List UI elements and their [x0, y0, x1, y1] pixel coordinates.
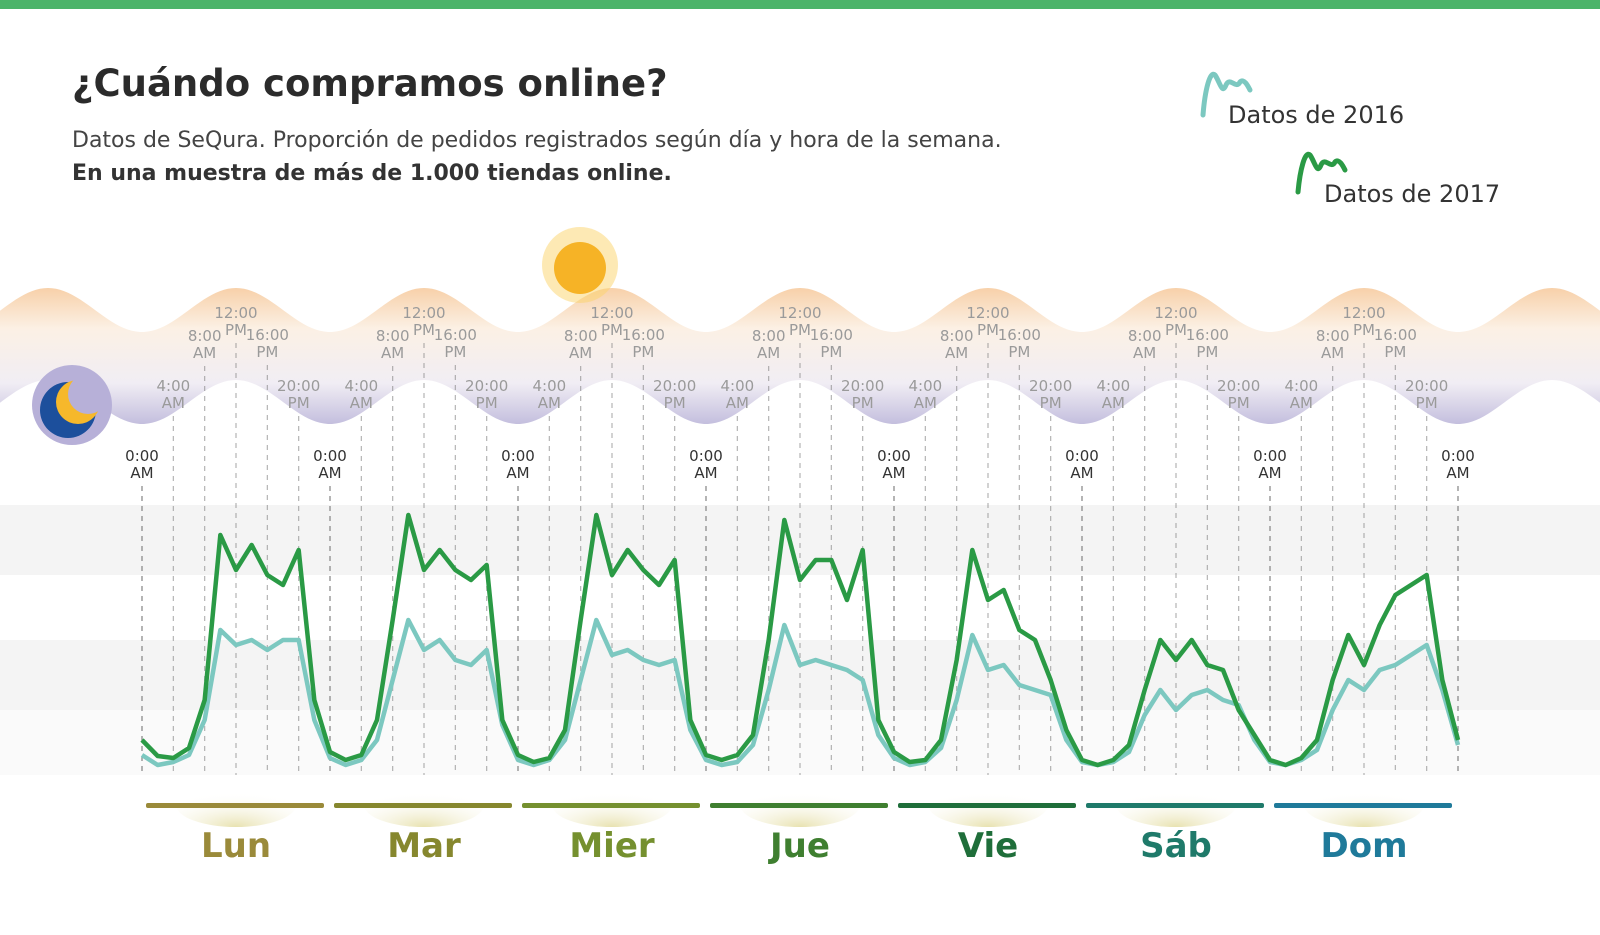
- x-tick-label: 4:00 AM: [156, 377, 191, 412]
- day-label: Lun: [200, 826, 272, 866]
- day-underline: [1274, 803, 1452, 808]
- legend-icon: [1295, 151, 1348, 195]
- x-tick-label: 12:00 PM: [402, 304, 446, 339]
- x-tick-label: 4:00 AM: [344, 377, 379, 412]
- day-label: Jue: [770, 826, 830, 866]
- x-tick-label: 8:00 AM: [187, 327, 222, 362]
- x-tick-label: 20:00 PM: [465, 377, 509, 412]
- day-underline: [522, 803, 700, 808]
- x-tick-label: 0:00 AM: [1065, 447, 1099, 482]
- subtitle: En una muestra de más de 1.000 tiendas o…: [72, 161, 672, 186]
- x-tick-label: 16:00 PM: [809, 326, 853, 361]
- x-tick-label: 8:00 AM: [939, 327, 974, 362]
- x-tick-label: 8:00 AM: [751, 327, 786, 362]
- x-tick-label: 0:00 AM: [877, 447, 911, 482]
- top-bar: [0, 0, 1600, 9]
- legend-icon: [1200, 71, 1253, 118]
- x-tick-label: 8:00 AM: [375, 327, 410, 362]
- day-underline: [334, 803, 512, 808]
- x-tick-label: 16:00 PM: [997, 326, 1041, 361]
- legend-label: Datos de 2017: [1324, 180, 1501, 208]
- day-underline: [146, 803, 324, 808]
- x-tick-label: 0:00 AM: [689, 447, 723, 482]
- x-tick-label: 4:00 AM: [1096, 377, 1131, 412]
- day-label: Mier: [569, 826, 655, 866]
- x-tick-label: 16:00 PM: [1185, 326, 1229, 361]
- x-tick-label: 8:00 AM: [1315, 327, 1350, 362]
- day-label: Mar: [387, 826, 461, 866]
- x-tick-label: 0:00 AM: [501, 447, 535, 482]
- x-tick-label: 12:00 PM: [1342, 304, 1386, 339]
- x-tick-label: 20:00 PM: [841, 377, 885, 412]
- x-tick-label: 12:00 PM: [1154, 304, 1198, 339]
- x-tick-label: 20:00 PM: [653, 377, 697, 412]
- x-tick-label: 20:00 PM: [1217, 377, 1261, 412]
- x-tick-label: 16:00 PM: [433, 326, 477, 361]
- x-tick-label: 12:00 PM: [778, 304, 822, 339]
- day-label: Sáb: [1140, 826, 1212, 866]
- x-tick-label: 16:00 PM: [1373, 326, 1417, 361]
- x-tick-label: 8:00 AM: [1127, 327, 1162, 362]
- x-tick-label: 4:00 AM: [532, 377, 567, 412]
- x-tick-label: 0:00 AM: [313, 447, 347, 482]
- title: ¿Cuándo compramos online?: [72, 62, 668, 105]
- x-tick-label: 16:00 PM: [245, 326, 289, 361]
- day-underline: [898, 803, 1076, 808]
- x-tick-label: 0:00 AM: [1253, 447, 1287, 482]
- day-label: Dom: [1320, 826, 1408, 866]
- subtitle: Datos de SeQura. Proporción de pedidos r…: [72, 128, 1002, 153]
- x-tick-label: 20:00 PM: [277, 377, 321, 412]
- sun: [542, 227, 618, 303]
- x-tick-label: 8:00 AM: [563, 327, 598, 362]
- line: [140, 512, 1461, 768]
- x-tick-label: 4:00 AM: [720, 377, 755, 412]
- x-tick-label: 4:00 AM: [1284, 377, 1319, 412]
- x-tick-label: 4:00 AM: [908, 377, 943, 412]
- x-tick-label: 0:00 AM: [1441, 447, 1475, 482]
- x-tick-label: 12:00 PM: [966, 304, 1010, 339]
- x-tick-label: 20:00 PM: [1029, 377, 1073, 412]
- day-label: Vie: [957, 826, 1019, 866]
- x-tick-label: 16:00 PM: [621, 326, 665, 361]
- x-tick-label: 12:00 PM: [214, 304, 258, 339]
- x-tick-label: 0:00 AM: [125, 447, 159, 482]
- x-tick-label: 12:00 PM: [590, 304, 634, 339]
- day-underline: [710, 803, 888, 808]
- legend-label: Datos de 2016: [1228, 101, 1405, 129]
- day-underline: [1086, 803, 1264, 808]
- x-tick-label: 20:00 PM: [1405, 377, 1449, 412]
- moon: [32, 365, 112, 445]
